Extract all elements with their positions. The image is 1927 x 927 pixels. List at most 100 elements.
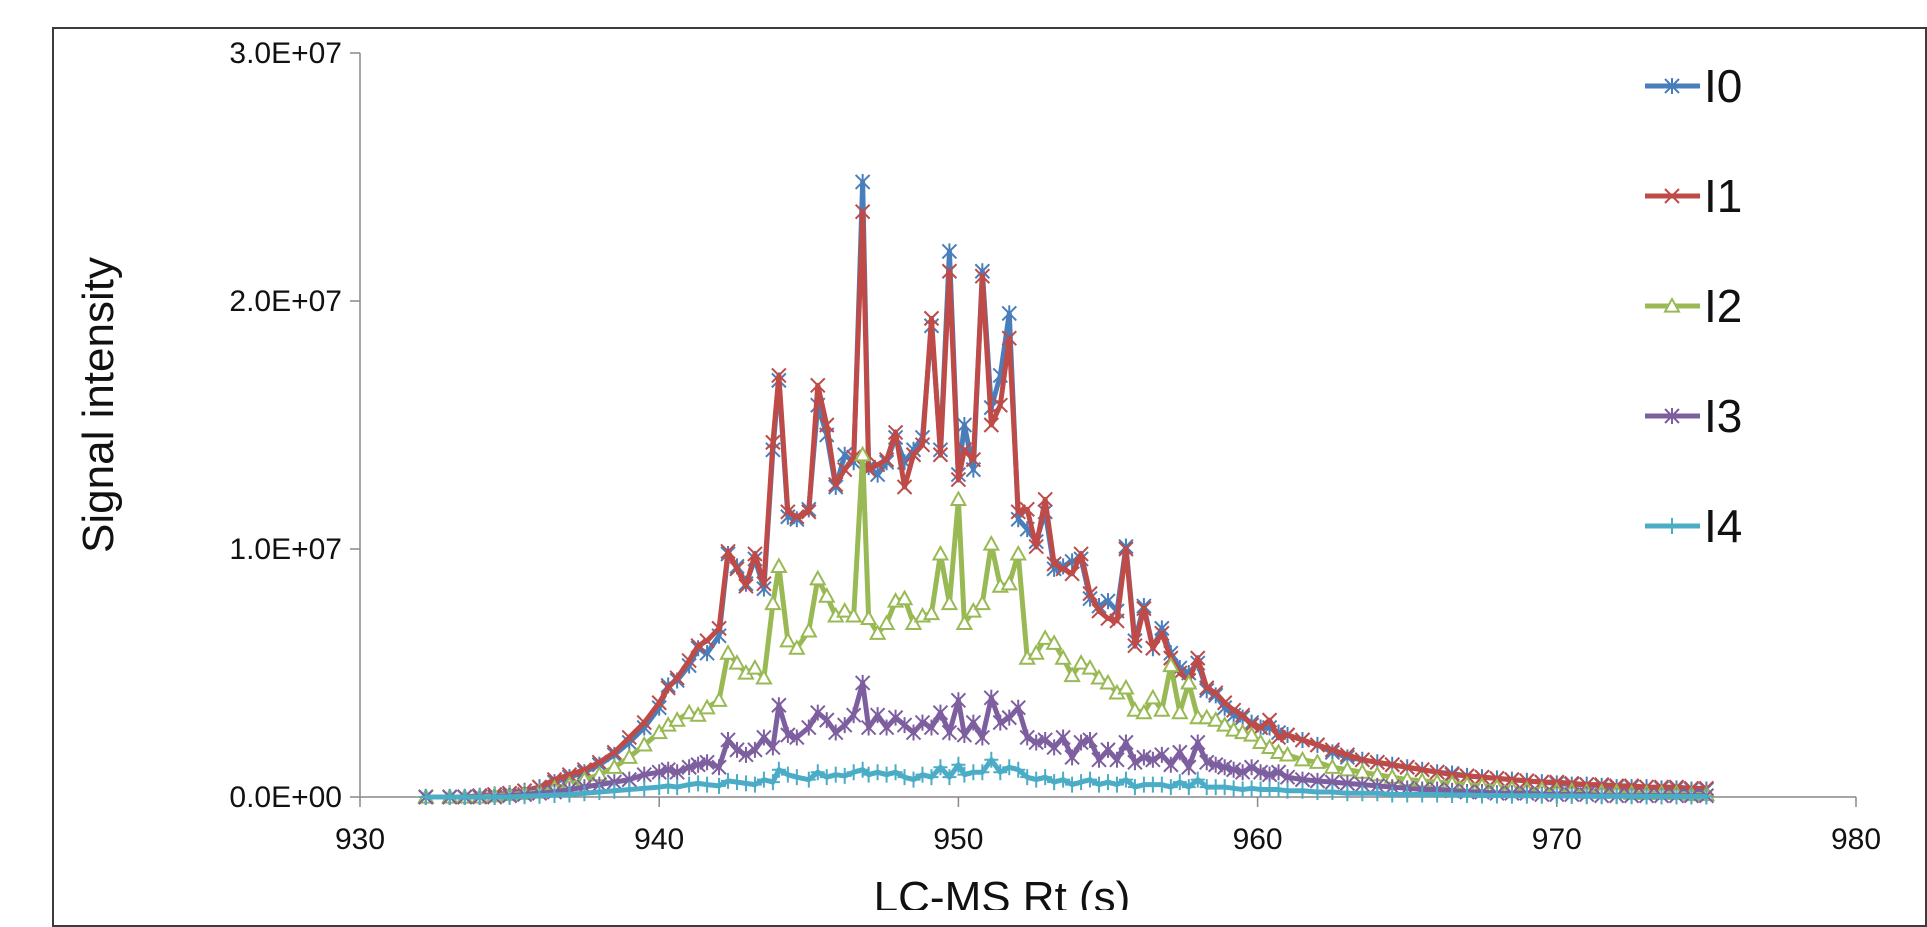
data-point-I4 — [1355, 785, 1370, 802]
legend-marker-I3 — [1664, 408, 1680, 424]
data-point-I1 — [1270, 729, 1287, 746]
data-point-I1 — [738, 578, 754, 594]
data-point-I2 — [668, 711, 686, 727]
data-point-I4 — [1047, 774, 1062, 791]
data-point-I2 — [770, 557, 788, 573]
x-tick-label: 950 — [933, 823, 983, 856]
data-point-I2 — [1153, 701, 1171, 717]
data-point-I1 — [1309, 737, 1326, 753]
data-point-I0 — [956, 417, 973, 433]
x-tick-label: 940 — [634, 823, 684, 856]
data-point-I4 — [924, 769, 939, 786]
data-point-I2 — [1090, 668, 1108, 685]
data-point-I1 — [869, 456, 886, 473]
data-point-I4 — [472, 789, 487, 805]
data-point-I1 — [1369, 754, 1385, 770]
data-point-I1 — [878, 452, 895, 468]
legend-item-I1: I1 — [1645, 170, 1742, 222]
data-point-I3 — [1118, 734, 1134, 751]
data-point-I4 — [637, 780, 652, 797]
data-point-I2 — [1117, 678, 1135, 695]
data-point-I0 — [699, 645, 715, 662]
series-line-I0 — [425, 179, 1707, 800]
data-point-I4 — [1460, 787, 1475, 804]
data-point-I2 — [1260, 738, 1279, 754]
data-point-I3 — [1073, 734, 1089, 751]
data-point-I1 — [1046, 556, 1062, 572]
data-point-I1 — [845, 449, 862, 465]
data-point-I2 — [680, 703, 698, 720]
data-point-I1 — [771, 367, 787, 384]
data-point-I3 — [1270, 764, 1287, 781]
data-point-I4 — [517, 788, 532, 805]
y-tick-label: 3.0E+07 — [229, 37, 342, 70]
data-point-I4 — [993, 764, 1008, 781]
chart-frame — [52, 27, 1927, 927]
data-point-I3 — [974, 729, 991, 746]
data-point-I4 — [1699, 788, 1714, 805]
data-point-I4 — [933, 759, 948, 776]
data-point-I2 — [1207, 711, 1225, 727]
data-point-I2 — [605, 758, 624, 774]
data-point-I4 — [828, 766, 843, 783]
data-point-I1 — [1145, 640, 1161, 656]
legend-item-I2: I2 — [1645, 280, 1742, 332]
data-point-I1 — [1136, 600, 1152, 617]
data-point-I4 — [562, 786, 577, 803]
data-point-I4 — [1118, 771, 1133, 788]
data-point-I4 — [457, 789, 472, 805]
data-point-I1 — [765, 434, 781, 451]
x-axis-title: LC-MS Rt (s) — [874, 873, 1131, 910]
data-point-I3 — [956, 727, 973, 743]
data-point-I4 — [765, 774, 780, 791]
data-point-I3 — [651, 764, 667, 781]
data-point-I3 — [950, 692, 967, 709]
data-point-I4 — [487, 789, 502, 805]
data-point-I4 — [879, 766, 894, 783]
x-tick-label: 960 — [1233, 823, 1283, 856]
data-point-I4 — [1083, 771, 1098, 788]
data-point-I4 — [915, 766, 930, 783]
data-point-I4 — [1549, 788, 1564, 805]
data-point-I1 — [699, 633, 715, 649]
data-point-I3 — [1163, 756, 1179, 773]
data-point-I4 — [1534, 787, 1549, 804]
data-point-I3 — [1019, 729, 1035, 746]
data-point-I1 — [932, 447, 949, 463]
data-point-I3 — [1037, 731, 1053, 748]
data-point-I1 — [1028, 538, 1044, 555]
data-point-I1 — [1037, 491, 1053, 508]
data-point-I4 — [1624, 788, 1639, 805]
data-point-I4 — [1310, 784, 1325, 801]
data-point-I4 — [1002, 759, 1017, 776]
series-line-I1 — [425, 209, 1707, 800]
data-point-I4 — [1325, 784, 1340, 801]
data-point-I4 — [771, 761, 786, 778]
data-point-I1 — [941, 263, 958, 279]
legend: I0 I1 I2 I3 I4 — [1645, 60, 1742, 552]
data-point-I1 — [789, 509, 805, 525]
data-point-I4 — [942, 769, 957, 786]
data-point-I2 — [836, 601, 854, 618]
data-point-I3 — [738, 746, 754, 763]
data-point-I4 — [1127, 779, 1142, 796]
data-point-I3 — [992, 714, 1008, 731]
data-point-I1 — [1354, 752, 1371, 768]
data-point-I4 — [951, 756, 966, 773]
data-point-I2 — [940, 594, 959, 611]
data-point-I3 — [1234, 764, 1251, 781]
data-point-I2 — [1338, 760, 1357, 777]
x-tick-label: 980 — [1831, 823, 1881, 856]
data-point-I2 — [973, 594, 992, 611]
y-tick-label: 1.0E+07 — [229, 533, 342, 566]
data-point-I2 — [1171, 703, 1189, 720]
data-point-I4 — [810, 764, 825, 781]
data-point-I3 — [1172, 744, 1188, 761]
data-point-I4 — [1217, 779, 1232, 796]
data-point-I3 — [1010, 699, 1026, 716]
data-point-I1 — [669, 670, 685, 686]
y-tick-label: 0.0E+00 — [229, 781, 342, 814]
data-point-I4 — [1639, 788, 1654, 805]
data-point-I2 — [922, 604, 941, 621]
data-point-I4 — [592, 784, 607, 801]
